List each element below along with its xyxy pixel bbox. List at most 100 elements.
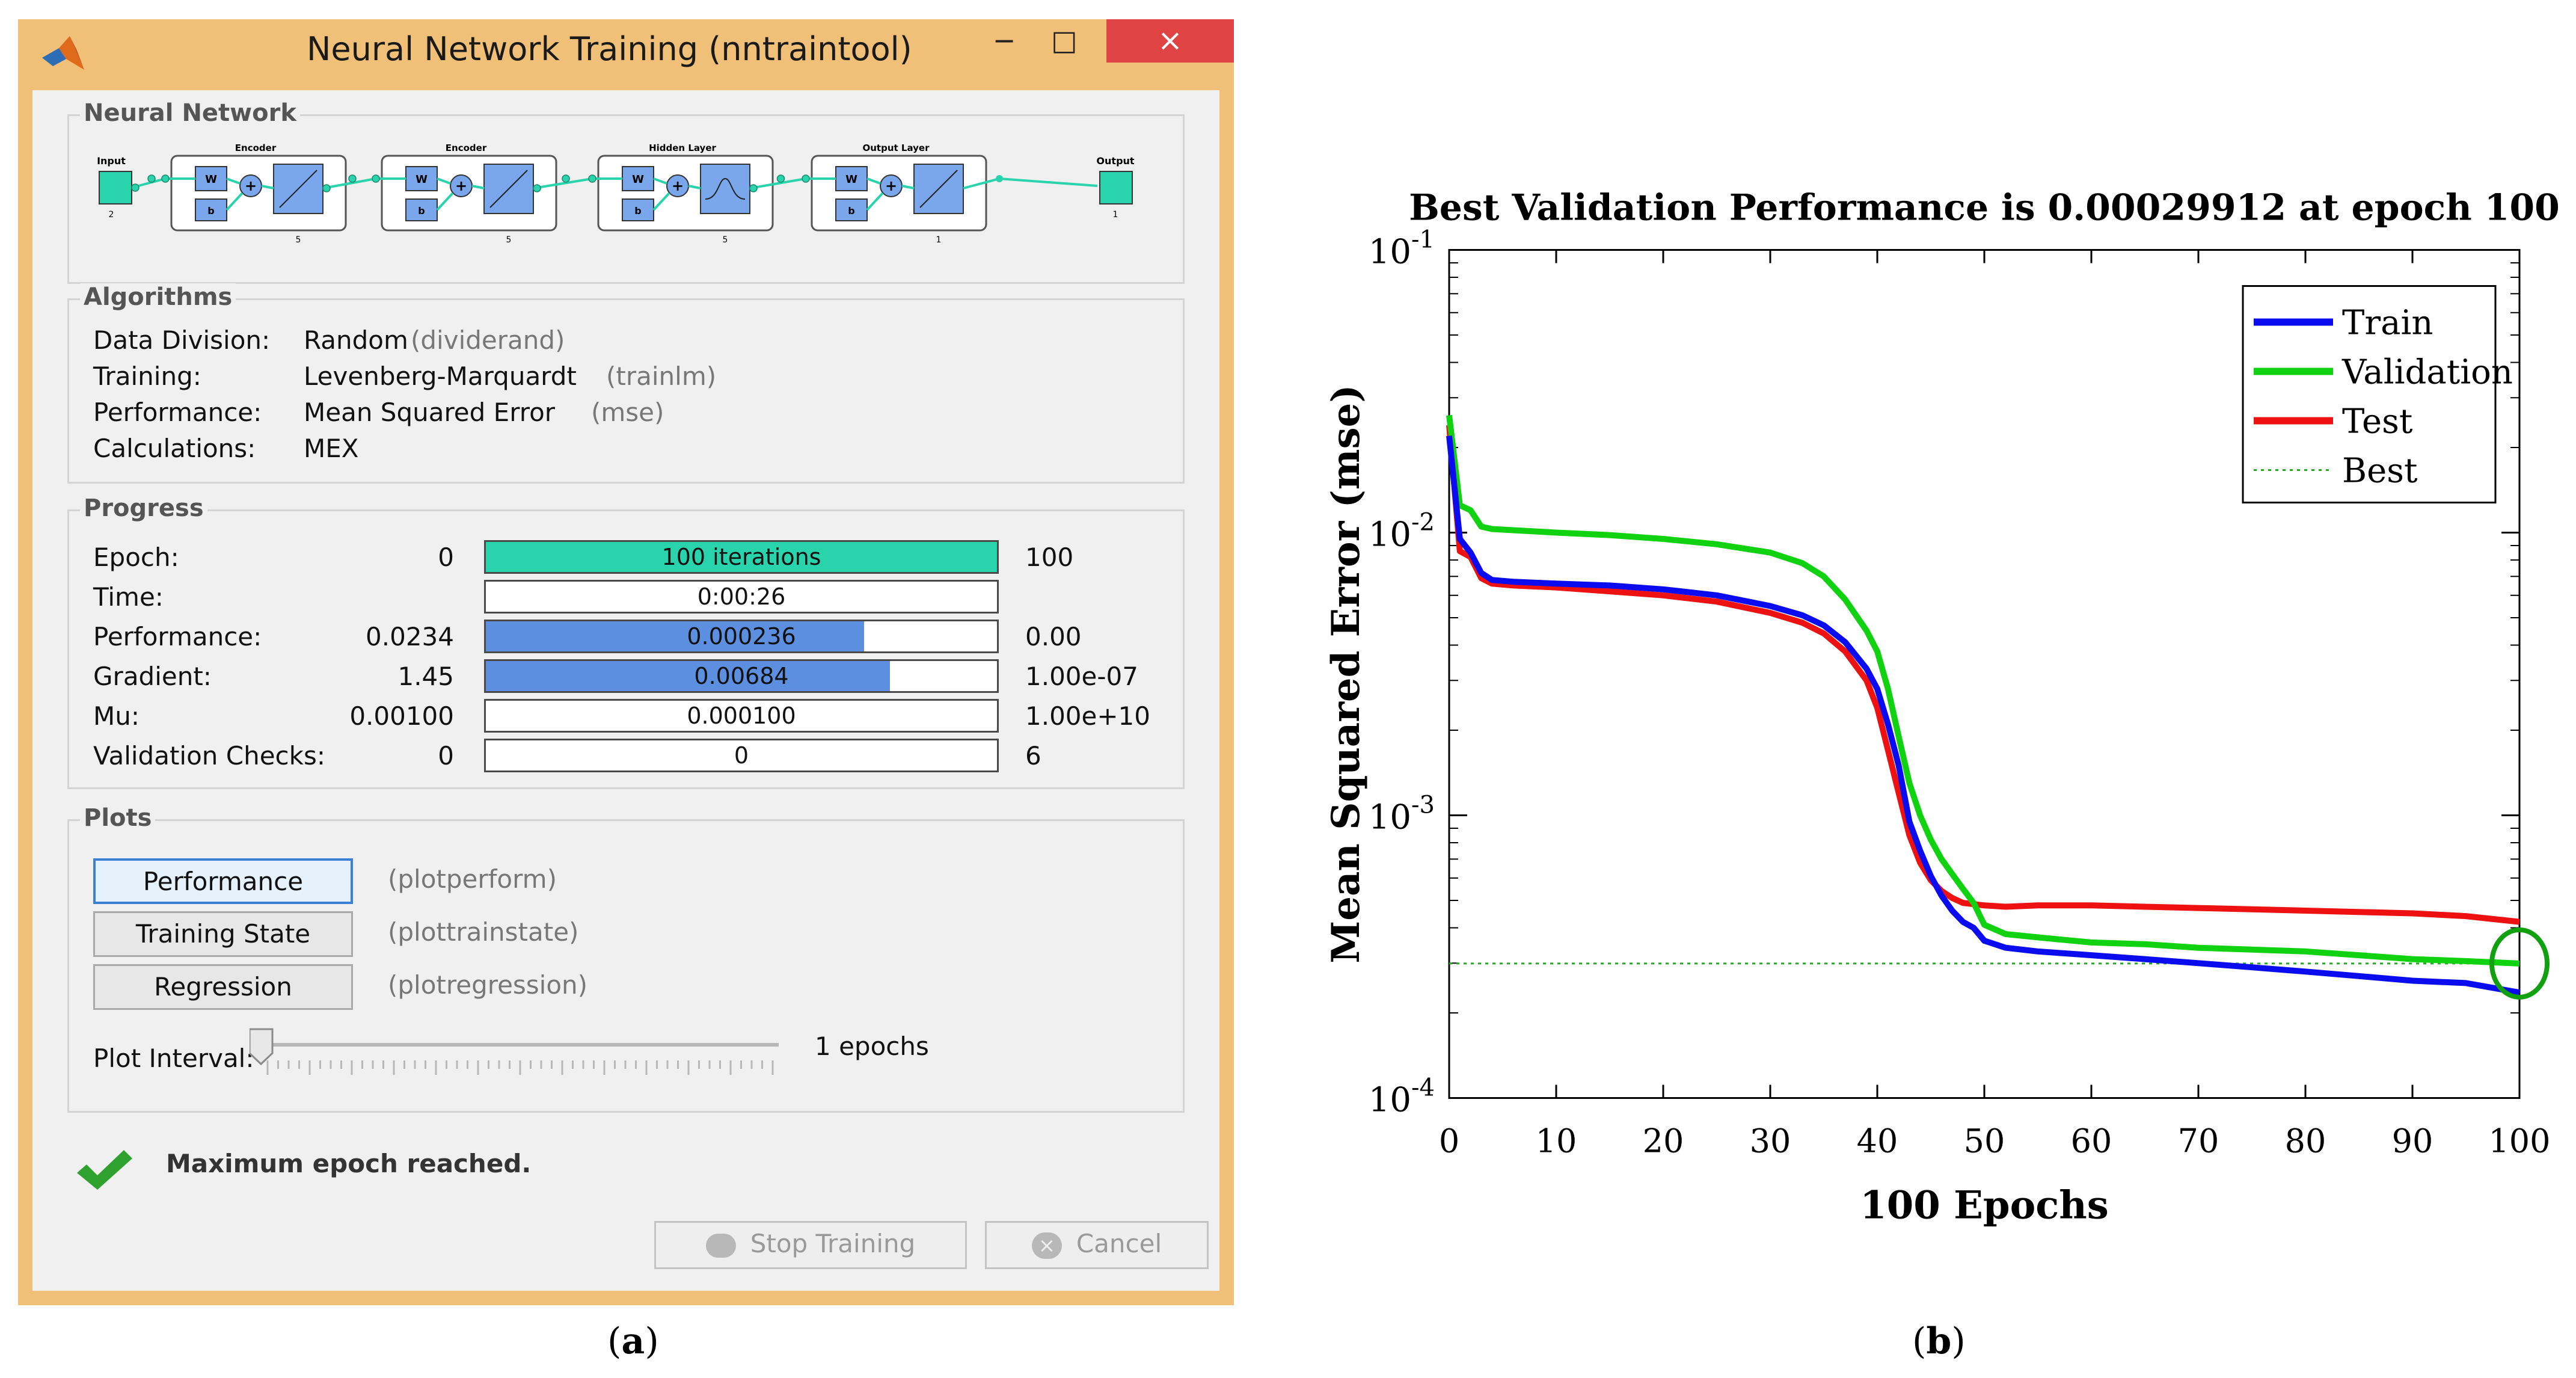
algorithm-value: Mean Squared Error — [304, 398, 556, 427]
y-tick-exponent: -2 — [1411, 509, 1435, 537]
layer-size: 5 — [506, 235, 512, 245]
progress-start-value: 0 — [438, 543, 454, 572]
series-line-train — [1446, 435, 2520, 996]
y-tick-base: 10 — [1369, 233, 1411, 272]
progress-end-value: 100 — [1025, 543, 1074, 572]
minimize-button[interactable]: − — [992, 24, 1016, 57]
plot-interval-value: 1 epochs — [815, 1032, 929, 1061]
connection-dot — [588, 174, 596, 183]
close-button[interactable]: × — [1106, 19, 1234, 63]
progress-bar: 0:00:26 — [484, 580, 999, 614]
regression-plot-button[interactable]: Regression — [93, 964, 353, 1010]
x-tick-label: 70 — [2178, 1122, 2219, 1160]
output-node — [1099, 171, 1133, 205]
x-axis-label: 100 Epochs — [1860, 1183, 2109, 1228]
linear-curve — [489, 170, 528, 208]
connection-dot — [322, 184, 331, 192]
input-label: Input — [97, 155, 126, 167]
algorithms-group: Algorithms Data Division: Random (dividera… — [67, 283, 1185, 484]
series-line-validation — [1446, 414, 2520, 967]
matlab-logo-icon — [42, 36, 84, 70]
linear-curve — [279, 170, 317, 208]
sum-label: + — [885, 177, 897, 194]
window-title: Neural Network Training (nntraintool) — [307, 30, 912, 68]
tansig-curve — [705, 177, 746, 200]
weight-label: W — [205, 173, 217, 186]
progress-label: Time: — [93, 582, 164, 612]
caption-b: (b) — [1912, 1320, 1966, 1362]
training-state-plot-func: (plottrainstate) — [388, 917, 579, 947]
layer-block: Encoder Wb +5 — [381, 143, 557, 245]
progress-bar: 0.00684 — [484, 659, 999, 693]
connection-dot — [161, 174, 170, 183]
connection-line — [866, 177, 881, 185]
connection-line — [688, 185, 701, 189]
bias-label: b — [634, 205, 641, 217]
cancel-button[interactable]: × Cancel — [985, 1221, 1209, 1269]
y-tick-label: 10-2 — [1369, 509, 1435, 555]
training-state-plot-button[interactable]: Training State — [93, 911, 353, 957]
status-message: Maximum epoch reached. — [166, 1149, 532, 1178]
caption-a-letter: a — [621, 1320, 645, 1362]
checkmark-icon — [77, 1150, 132, 1190]
layer-size: 5 — [723, 235, 728, 245]
regression-plot-func: (plotregression) — [388, 970, 588, 1000]
layer-name: Encoder — [235, 143, 277, 153]
bias-label: b — [207, 205, 214, 217]
connection-dot — [147, 174, 156, 183]
transfer-box — [700, 164, 750, 214]
algorithm-value: MEX — [304, 434, 359, 463]
caption-a: (a) — [607, 1320, 659, 1362]
algorithm-value: Levenberg-Marquardt — [304, 361, 577, 391]
progress-label: Gradient: — [93, 662, 212, 691]
plot-interval-label: Plot Interval: — [93, 1044, 254, 1073]
caption-a-close: ) — [645, 1320, 659, 1362]
legend-entry: Test — [2342, 402, 2413, 441]
layer-name: Hidden Layer — [649, 143, 716, 153]
y-tick-base: 10 — [1369, 515, 1411, 555]
connection-dot — [776, 174, 785, 183]
x-tick-label: 30 — [1750, 1122, 1791, 1160]
input-size: 2 — [109, 210, 114, 220]
performance-plot-button[interactable]: Performance — [93, 858, 353, 904]
maximize-button[interactable]: □ — [1051, 24, 1078, 57]
y-tick-exponent: -3 — [1411, 792, 1435, 819]
connection-dot — [802, 174, 810, 183]
caption-a-open: ( — [607, 1320, 622, 1362]
caption-b-letter: b — [1926, 1320, 1952, 1362]
algorithm-function: (trainlm) — [606, 361, 717, 391]
progress-end-value: 6 — [1025, 741, 1041, 771]
algorithms-heading: Algorithms — [80, 283, 236, 311]
bias-label: b — [418, 205, 425, 217]
progress-bar-fill — [486, 661, 890, 691]
bias-label: b — [848, 205, 854, 217]
connection-line — [226, 177, 241, 185]
legend-entry: Validation — [2341, 353, 2513, 392]
algorithm-function: (dividerand) — [411, 325, 565, 355]
y-tick-label: 10-1 — [1369, 226, 1435, 272]
progress-bar: 100 iterations — [484, 540, 999, 574]
slider-thumb[interactable] — [250, 1028, 274, 1066]
series-line-test — [1446, 425, 2520, 925]
plot-interval-slider[interactable] — [250, 1024, 791, 1078]
progress-label: Epoch: — [93, 543, 179, 572]
connection-line — [471, 185, 485, 189]
bias-box — [195, 198, 227, 221]
connection-dot — [348, 174, 357, 183]
progress-end-value: 0.00 — [1025, 622, 1082, 651]
algorithm-label: Training: — [93, 361, 201, 391]
connection-line — [261, 185, 274, 189]
performance-plot-func: (plotperform) — [388, 864, 557, 894]
sum-label: + — [245, 177, 257, 194]
layer-name: Encoder — [446, 143, 487, 153]
progress-end-value: 1.00e-07 — [1025, 662, 1138, 691]
stop-training-button[interactable]: Stop Training — [654, 1221, 967, 1269]
algorithm-value: Random — [304, 325, 408, 355]
chart-title: Best Validation Performance is 0.0002991… — [1409, 187, 2560, 229]
caption-b-close: ) — [1951, 1320, 1966, 1362]
algorithm-label: Data Division: — [93, 325, 271, 355]
progress-label: Performance: — [93, 622, 262, 651]
x-tick-label: 80 — [2285, 1122, 2326, 1160]
